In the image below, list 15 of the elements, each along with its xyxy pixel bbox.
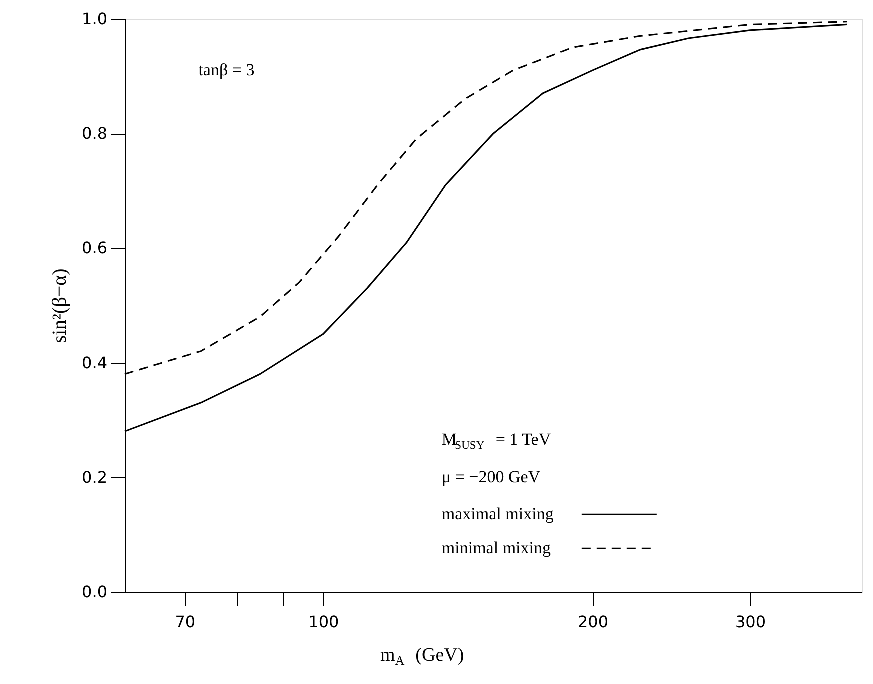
annotation: tanβ = 3 bbox=[198, 60, 255, 80]
annotation: μ = −200 GeV bbox=[442, 467, 542, 486]
y-tick-label: 0.0 bbox=[82, 582, 108, 602]
y-tick-label: 0.2 bbox=[82, 468, 108, 487]
legend-label: maximal mixing bbox=[442, 504, 554, 524]
x-tick-label: 200 bbox=[578, 612, 608, 632]
y-tick-label: 1.0 bbox=[82, 10, 108, 28]
legend-label: minimal mixing bbox=[442, 538, 552, 558]
y-tick-label: 0.4 bbox=[82, 353, 108, 372]
y-tick-label: 0.6 bbox=[82, 238, 108, 258]
y-axis-title: sin²(β−α) bbox=[49, 268, 72, 344]
x-tick-label: 100 bbox=[308, 612, 340, 632]
y-tick-label: 0.8 bbox=[82, 124, 108, 144]
x-tick-label: 70 bbox=[175, 612, 196, 632]
x-tick-label: 300 bbox=[735, 612, 766, 632]
